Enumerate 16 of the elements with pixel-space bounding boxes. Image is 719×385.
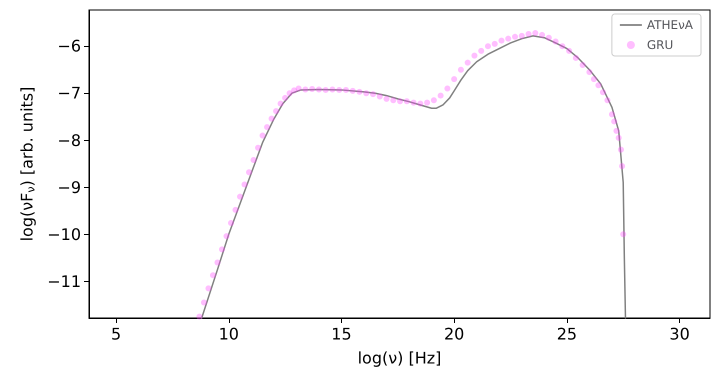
x-tick-label: 15 bbox=[331, 324, 352, 344]
legend-label: GRU bbox=[646, 38, 674, 52]
legend-label: ATHEνA bbox=[646, 18, 694, 32]
y-axis-title: log(νFν) [arb. units] bbox=[17, 86, 38, 242]
y-tick-label: −11 bbox=[47, 272, 81, 291]
x-tick-label: 5 bbox=[110, 324, 122, 344]
x-tick-label: 20 bbox=[444, 324, 464, 344]
y-tick-label: −8 bbox=[57, 130, 81, 150]
x-tick-label: 10 bbox=[218, 324, 239, 344]
y-tick-label: −6 bbox=[57, 36, 81, 56]
x-tick-label: 30 bbox=[669, 324, 690, 344]
y-tick-label: −9 bbox=[57, 178, 81, 197]
x-tick-label: 25 bbox=[556, 324, 578, 344]
x-axis-title: log(ν) [Hz] bbox=[358, 348, 442, 368]
y-tick-label: −7 bbox=[57, 84, 81, 103]
y-tick-label: −10 bbox=[47, 224, 81, 244]
